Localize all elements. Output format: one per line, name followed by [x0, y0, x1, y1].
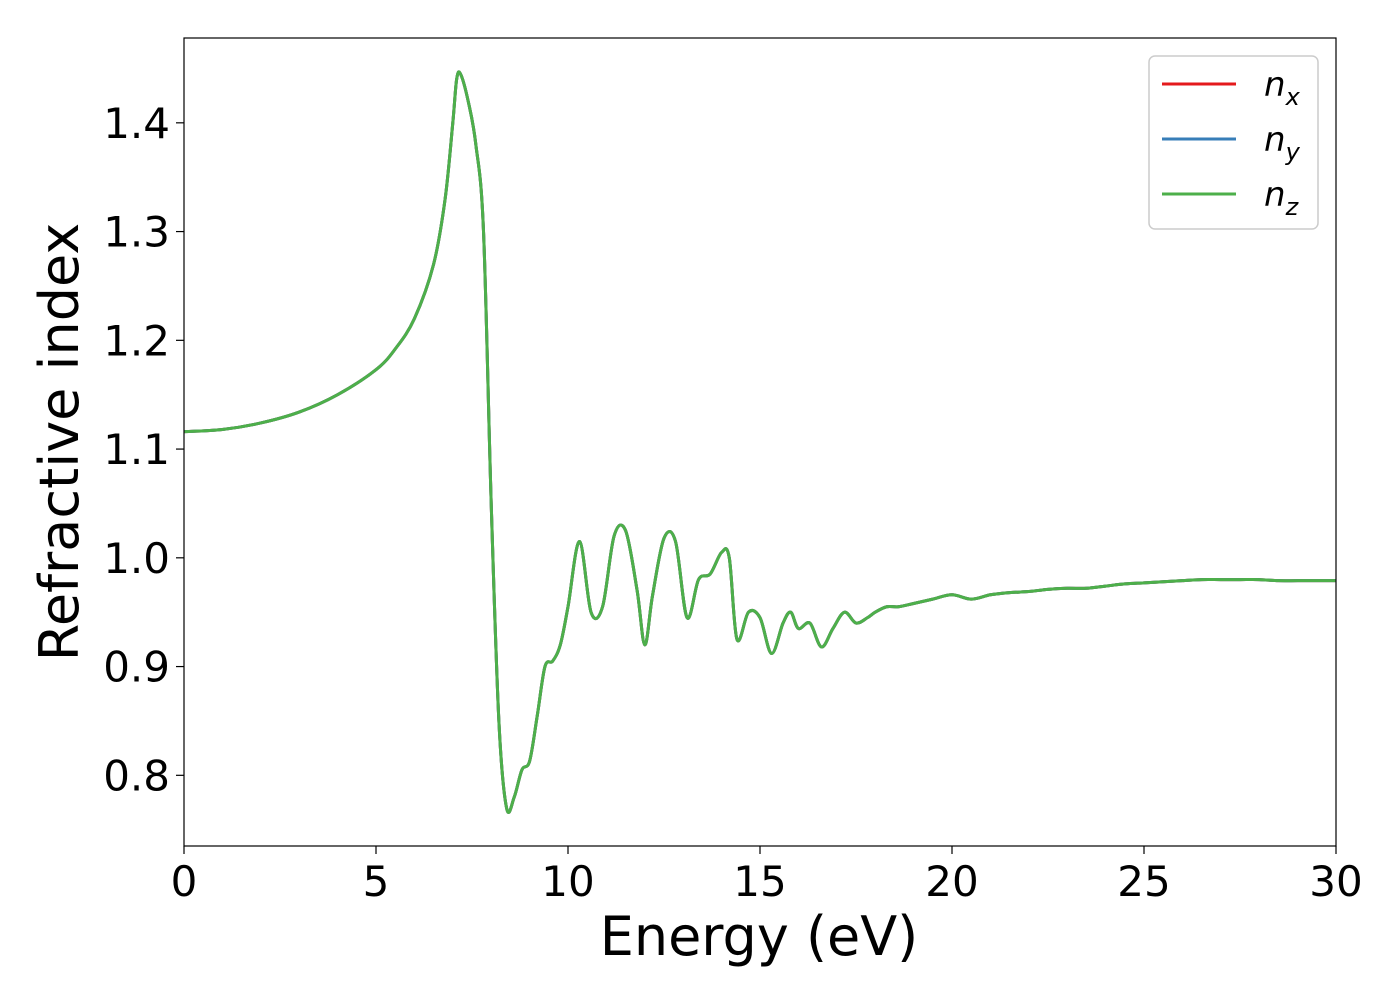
y-tick-label: 1.4: [103, 99, 170, 148]
x-tick-label: 15: [733, 857, 786, 906]
x-tick-label: 10: [541, 857, 594, 906]
y-axis: 0.8 0.9 1.0 1.1 1.2 1.3 1.4: [103, 99, 184, 800]
x-tick-label: 30: [1309, 857, 1362, 906]
y-tick-label: 1.0: [103, 534, 170, 583]
legend-label-ny: ny: [1264, 120, 1301, 166]
x-tick-label: 20: [925, 857, 978, 906]
legend-label-nz: nz: [1264, 175, 1300, 221]
y-tick-label: 0.9: [103, 643, 170, 692]
x-tick-label: 5: [363, 857, 390, 906]
x-tick-label: 25: [1117, 857, 1170, 906]
legend-box: [1148, 55, 1319, 230]
y-tick-label: 1.3: [103, 208, 170, 257]
x-axis: 0 5 10 15 20 25 30: [171, 846, 1363, 906]
x-axis-label: Energy (eV): [600, 905, 919, 968]
y-tick-label: 1.2: [103, 316, 170, 365]
legend: nx ny nz: [1148, 55, 1319, 230]
y-axis-label: Refractive index: [28, 223, 91, 662]
series-line-nz: [184, 70, 1336, 814]
x-tick-label: 0: [171, 857, 198, 906]
y-tick-label: 0.8: [103, 751, 170, 800]
y-tick-label: 1.1: [103, 425, 170, 474]
legend-label-nx: nx: [1264, 65, 1301, 111]
